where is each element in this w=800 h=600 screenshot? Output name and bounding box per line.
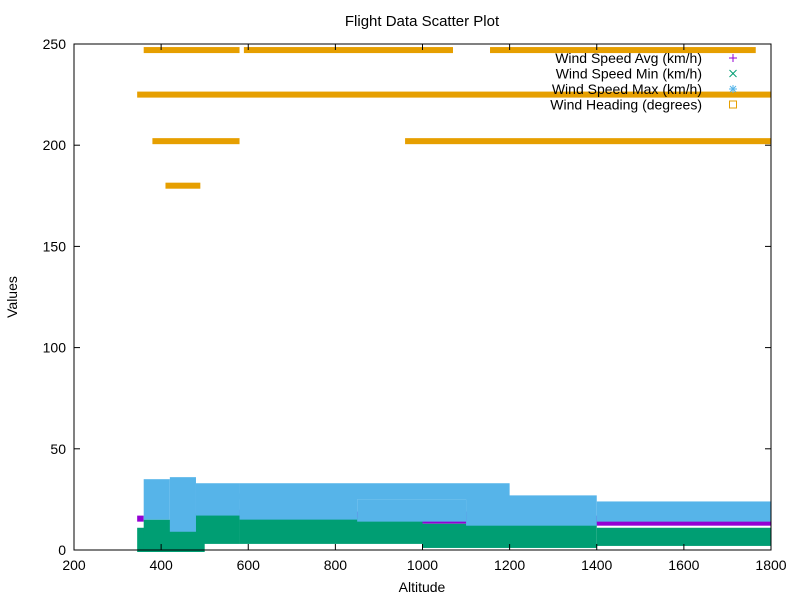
scatter-point-band [422,523,597,548]
scatter-point-band [243,47,453,54]
legend-marker [729,85,737,93]
legend-label: Wind Speed Min (km/h) [556,66,702,82]
scatter-point-band [143,479,170,520]
scatter-point-band [143,47,240,54]
x-tick-label: 1400 [581,557,612,573]
scatter-point-band [165,182,201,189]
scatter-point-band [357,499,467,522]
legend-marker [729,54,737,62]
x-tick-label: 200 [62,557,86,573]
chart-title: Flight Data Scatter Plot [345,13,500,30]
scatter-point-band [490,47,756,54]
y-tick-label: 0 [58,542,66,558]
x-tick-label: 800 [324,557,348,573]
legend: Wind Speed Avg (km/h)Wind Speed Min (km/… [550,50,737,113]
y-axis-label: Values [4,276,20,318]
plot-frame [73,43,772,551]
series-star [143,477,771,532]
data-layer [137,47,771,552]
legend-marker [729,69,737,78]
scatter-point-band [596,501,771,522]
x-tick-label: 1600 [668,557,699,573]
scatter-point-band [405,138,771,145]
legend-label: Wind Heading (degrees) [550,97,702,113]
scatter-point-band [466,495,597,526]
legend-label: Wind Speed Max (km/h) [552,81,702,97]
y-tick-label: 150 [43,238,67,254]
y-tick-label: 200 [43,137,67,153]
scatter-point-band [596,527,771,546]
x-tick-label: 400 [149,557,173,573]
y-tick-label: 50 [50,441,66,457]
x-tick-label: 1000 [407,557,438,573]
axes: 200 400 600 800 1000 1200 1400 1600 1800 0 50 100 15… [43,36,787,573]
x-axis-label: Altitude [399,579,446,595]
scatter-point-band [137,515,144,522]
scatter-point-band [239,493,358,520]
series-square [137,47,771,189]
scatter-point-band [239,517,423,544]
scatter-point-band [137,91,771,98]
scatter-point-band [152,138,240,145]
y-tick-label: 250 [43,36,67,52]
x-tick-label: 600 [237,557,261,573]
x-tick-label: 1800 [755,557,786,573]
legend-marker [729,100,737,109]
scatter-point-band [195,483,240,516]
x-tick-label: 1200 [494,557,525,573]
y-tick-label: 100 [43,340,67,356]
scatter-point-band [169,477,196,532]
legend-label: Wind Speed Avg (km/h) [555,50,702,66]
